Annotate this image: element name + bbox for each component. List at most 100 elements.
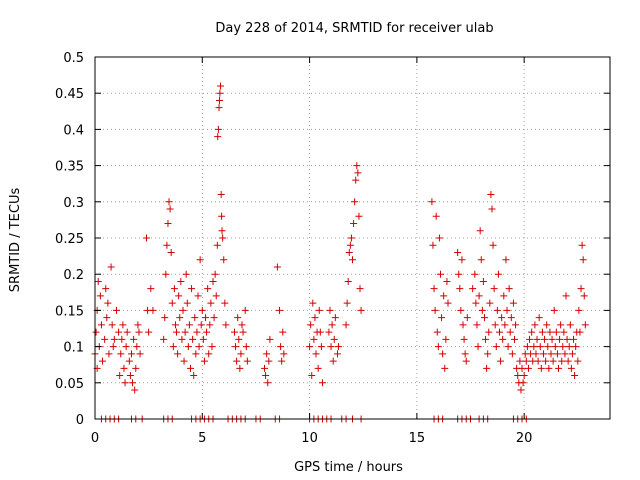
data-point	[102, 285, 110, 293]
data-point	[555, 364, 562, 372]
data-point	[186, 364, 194, 372]
data-point	[190, 372, 198, 380]
data-point	[143, 234, 150, 242]
y-tick-label: 0.5	[63, 51, 84, 66]
y-tick-label: 0.05	[55, 377, 84, 392]
data-point	[542, 357, 550, 365]
data-point	[195, 343, 203, 351]
data-point	[206, 321, 214, 329]
data-point	[501, 321, 509, 329]
data-point	[207, 299, 215, 307]
data-point	[478, 306, 486, 314]
data-point	[217, 191, 225, 199]
data-point	[439, 350, 447, 358]
grid	[95, 57, 610, 419]
data-point	[188, 285, 196, 293]
data-point	[482, 335, 490, 343]
data-point	[126, 372, 134, 380]
data-point	[171, 321, 179, 329]
data-point	[474, 343, 482, 351]
data-point	[571, 372, 579, 380]
data-point	[580, 292, 588, 300]
data-point	[545, 364, 553, 372]
data-point	[539, 350, 547, 358]
data-point	[509, 299, 517, 307]
data-point	[219, 234, 227, 242]
x-axis-label: GPS time / hours	[294, 460, 403, 475]
data-point	[101, 335, 109, 343]
data-point	[331, 314, 339, 322]
data-point	[198, 306, 206, 314]
data-point	[432, 212, 440, 220]
data-point	[461, 350, 469, 358]
data-point	[184, 343, 192, 351]
y-tick-label: 0.2	[63, 268, 84, 283]
data-point	[164, 220, 172, 228]
data-point	[576, 328, 584, 336]
data-point	[460, 335, 468, 343]
data-point	[103, 314, 111, 322]
data-point	[480, 314, 488, 322]
data-point	[353, 162, 361, 170]
data-point	[520, 372, 528, 380]
y-axis-label: SRMTID / TECUs	[8, 188, 23, 293]
data-point	[487, 191, 495, 199]
data-point	[564, 357, 572, 365]
data-point	[182, 270, 190, 278]
data-point	[351, 198, 359, 206]
data-point	[502, 256, 510, 264]
data-point	[543, 321, 551, 329]
data-point	[104, 299, 112, 307]
y-tick-label: 0.45	[55, 87, 84, 102]
data-point	[455, 270, 463, 278]
data-point	[552, 328, 560, 336]
data-point	[536, 343, 544, 351]
data-point	[522, 357, 530, 365]
data-point	[429, 241, 437, 249]
y-tick-label: 0.3	[63, 196, 84, 211]
data-point	[335, 343, 343, 351]
data-point	[508, 350, 516, 358]
data-point	[507, 314, 515, 322]
data-point	[547, 350, 555, 358]
data-point	[577, 285, 585, 293]
data-point	[441, 364, 449, 372]
data-point	[488, 205, 496, 213]
data-point	[442, 335, 450, 343]
data-point	[463, 314, 471, 322]
data-point	[97, 321, 105, 329]
data-point	[147, 285, 155, 293]
data-point	[435, 234, 443, 242]
axis-ticks: 0 0.05 0.1 0.15 0.2 0.25 0.3 0.35 0.4 0.45 0.5 0 5 10…	[55, 51, 610, 446]
data-point	[200, 357, 208, 365]
data-point	[559, 343, 567, 351]
data-point	[136, 350, 144, 358]
data-point	[218, 212, 226, 220]
data-point	[168, 299, 176, 307]
data-point	[318, 379, 326, 387]
data-point	[170, 285, 178, 293]
data-point	[118, 335, 126, 343]
data-point	[238, 321, 246, 329]
data-point	[315, 306, 323, 314]
data-point	[230, 328, 238, 336]
data-point	[326, 306, 334, 314]
data-point	[213, 241, 221, 249]
data-point	[551, 343, 559, 351]
data-point	[430, 285, 438, 293]
data-point	[121, 379, 129, 387]
data-point	[179, 306, 187, 314]
data-point	[438, 314, 446, 322]
data-point	[278, 357, 286, 365]
data-point	[215, 104, 223, 112]
data-point	[544, 343, 552, 351]
data-point	[221, 299, 229, 307]
data-point	[149, 306, 157, 314]
data-point	[343, 299, 351, 307]
data-point	[232, 343, 240, 351]
data-point	[549, 357, 557, 365]
data-point	[115, 328, 123, 336]
data-point	[307, 321, 315, 329]
x-tick-label: 15	[409, 431, 426, 446]
